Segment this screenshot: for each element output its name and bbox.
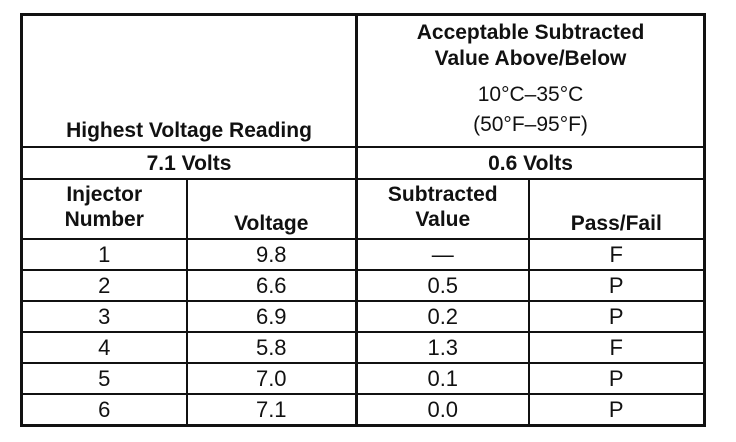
temp-range-celsius: 10°C–35°C (477, 83, 584, 106)
voltage-header-label: Voltage (234, 212, 309, 235)
voltage-cell: 7.0 (185, 362, 358, 395)
injector-number-header: Injector Number (20, 178, 188, 240)
voltage-cell: 6.6 (185, 269, 358, 302)
subtracted-value-header: Subtracted Value (355, 178, 530, 240)
injector-header-line1: Injector (66, 183, 143, 206)
voltage-cell: 7.1 (185, 393, 358, 427)
table-row: 1 9.8 — F (20, 238, 706, 271)
acceptable-value-header: Acceptable Subtracted Value Above/Below … (354, 13, 706, 148)
subtracted-header-line1: Subtracted (387, 183, 498, 206)
table-row: 5 7.0 0.1 P (20, 362, 706, 395)
temp-range-fahrenheit: (50°F–95°F) (473, 113, 588, 136)
pass-fail-cell: P (527, 300, 706, 333)
subtracted-value-cell: — (355, 238, 530, 271)
table-row: 2 6.6 0.5 P (20, 269, 706, 302)
column-header-row: Injector Number Voltage Subtracted Value… (20, 178, 706, 240)
pass-fail-cell: F (527, 238, 706, 271)
injector-number-cell: 1 (20, 238, 188, 271)
injector-test-table: Highest Voltage Reading Acceptable Subtr… (20, 13, 707, 427)
injector-number-cell: 4 (20, 331, 188, 364)
pass-fail-header: Pass/Fail (527, 178, 706, 240)
acceptable-title-line2: Value Above/Below (434, 47, 627, 70)
voltage-cell: 9.8 (185, 238, 358, 271)
injector-number-cell: 5 (20, 362, 188, 395)
pass-fail-cell: P (527, 269, 706, 302)
table-row: 4 5.8 1.3 F (20, 331, 706, 364)
subtracted-value-cell: 1.3 (355, 331, 530, 364)
subtracted-value-cell: 0.0 (355, 393, 530, 427)
voltage-cell: 5.8 (185, 331, 358, 364)
highest-voltage-header: Highest Voltage Reading (20, 13, 358, 148)
highest-voltage-label: Highest Voltage Reading (66, 119, 312, 142)
subtracted-value-cell: 0.2 (355, 300, 530, 333)
injector-number-cell: 6 (20, 393, 188, 427)
injector-number-cell: 2 (20, 269, 188, 302)
acceptable-title-line1: Acceptable Subtracted (416, 21, 645, 44)
injector-header-line2: Number (64, 208, 144, 231)
voltage-cell: 6.9 (185, 300, 358, 333)
header-row: Highest Voltage Reading Acceptable Subtr… (20, 13, 706, 148)
table-row: 3 6.9 0.2 P (20, 300, 706, 333)
pass-fail-cell: P (527, 362, 706, 395)
injector-number-cell: 3 (20, 300, 188, 333)
subtracted-header-line2: Value (415, 208, 471, 231)
subtracted-value-cell: 0.5 (355, 269, 530, 302)
pass-fail-cell: F (527, 331, 706, 364)
highest-voltage-value: 7.1 Volts (20, 146, 358, 180)
subtracted-value-cell: 0.1 (355, 362, 530, 395)
pass-fail-cell: P (527, 393, 706, 427)
pass-fail-header-label: Pass/Fail (570, 212, 662, 235)
injector-test-table-container: Highest Voltage Reading Acceptable Subtr… (20, 13, 707, 427)
summary-row: 7.1 Volts 0.6 Volts (20, 146, 706, 180)
voltage-header: Voltage (185, 178, 358, 240)
acceptable-value: 0.6 Volts (354, 146, 706, 180)
table-row: 6 7.1 0.0 P (20, 393, 706, 427)
